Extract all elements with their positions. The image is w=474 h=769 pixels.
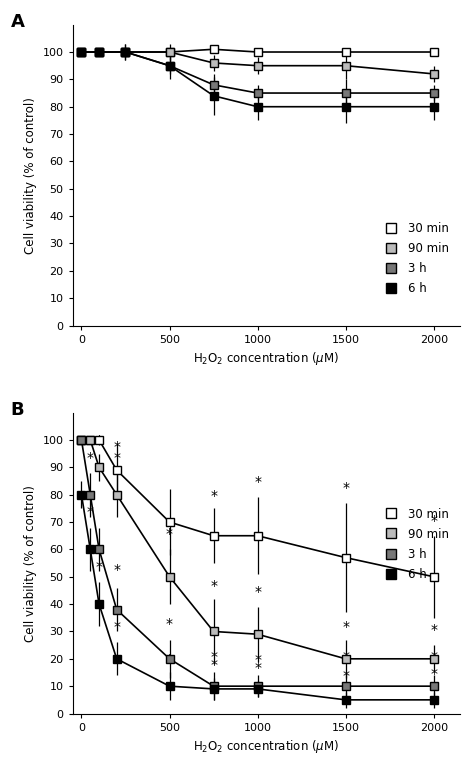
Text: A: A [11,12,25,31]
Text: B: B [11,401,24,418]
X-axis label: H$_2$O$_2$ concentration ($\mu$M): H$_2$O$_2$ concentration ($\mu$M) [193,350,339,367]
X-axis label: H$_2$O$_2$ concentration ($\mu$M): H$_2$O$_2$ concentration ($\mu$M) [193,738,339,755]
Text: *: * [254,661,261,675]
Text: *: * [254,653,261,667]
Text: *: * [87,451,94,464]
Legend: 30 min, 90 min, 3 h, 6 h: 30 min, 90 min, 3 h, 6 h [374,217,454,300]
Text: *: * [96,560,102,574]
Text: *: * [342,670,349,684]
Text: *: * [342,621,349,634]
Text: *: * [166,618,173,631]
Text: *: * [113,451,120,464]
Text: *: * [430,623,437,637]
Text: *: * [254,584,261,598]
Legend: 30 min, 90 min, 3 h, 6 h: 30 min, 90 min, 3 h, 6 h [374,503,454,585]
Text: *: * [210,489,217,503]
Text: *: * [430,514,437,528]
Text: *: * [96,434,102,448]
Y-axis label: Cell viability (% of control): Cell viability (% of control) [24,484,37,641]
Y-axis label: Cell viability (% of control): Cell viability (% of control) [24,97,37,254]
Text: *: * [166,528,173,541]
Text: *: * [113,621,120,634]
Text: *: * [166,653,173,667]
Text: *: * [342,481,349,494]
Text: *: * [430,651,437,664]
Text: *: * [210,579,217,593]
Text: *: * [87,505,94,519]
Text: *: * [113,563,120,577]
Text: *: * [342,651,349,664]
Text: *: * [254,475,261,489]
Text: *: * [430,667,437,681]
Text: *: * [210,658,217,673]
Text: *: * [210,651,217,664]
Text: *: * [113,440,120,454]
